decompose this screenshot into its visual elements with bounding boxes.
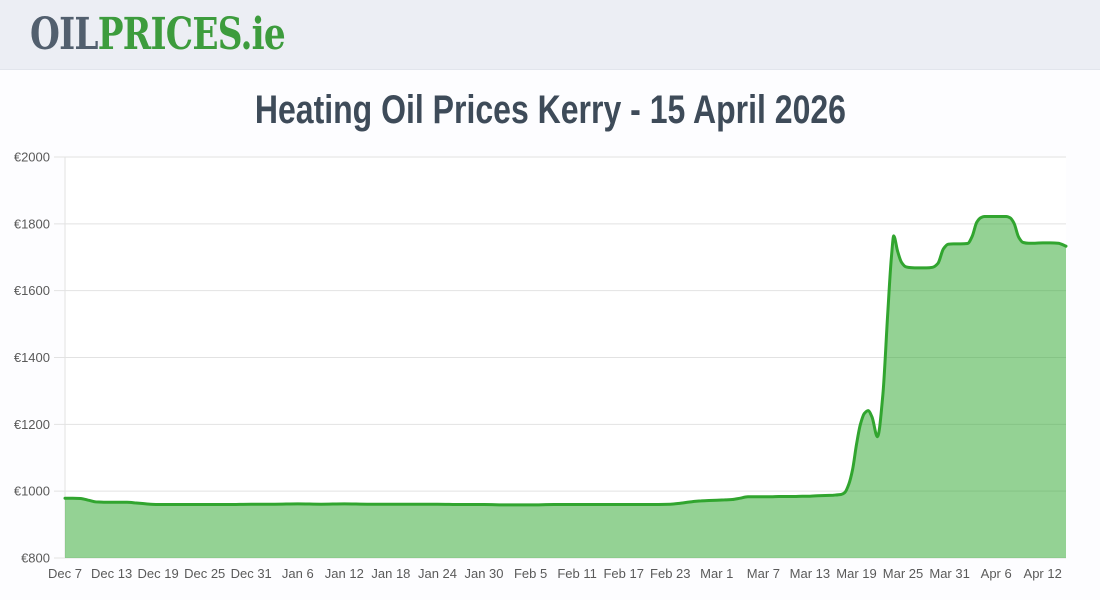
price-line: [63, 215, 1068, 507]
x-axis-label: Dec 7: [48, 566, 82, 581]
y-axis-label: €1400: [14, 350, 50, 365]
x-axis-label: Dec 31: [231, 566, 272, 581]
x-axis-label: Apr 6: [981, 566, 1012, 581]
y-axis-label: €1600: [14, 283, 50, 298]
logo-text-oil: OIL: [30, 8, 99, 60]
logo-text-prices: PRICES: [97, 8, 242, 60]
x-axis-label: Feb 11: [557, 566, 597, 581]
site-header: OILPRICES.ie: [0, 0, 1100, 70]
x-axis-label: Mar 25: [883, 566, 923, 581]
x-axis-label: Jan 6: [282, 566, 314, 581]
y-axis-label: €800: [21, 551, 50, 566]
page-title: Heating Oil Prices Kerry - 15 April 2026: [0, 86, 1100, 134]
x-axis-label: Mar 31: [929, 566, 969, 581]
x-axis-label: Dec 25: [184, 566, 225, 581]
site-logo[interactable]: OILPRICES.ie: [30, 12, 286, 57]
x-axis-label: Apr 12: [1024, 566, 1062, 581]
x-axis-label: Feb 17: [603, 566, 643, 581]
x-axis-label: Jan 18: [371, 566, 410, 581]
y-axis-label: €1800: [14, 216, 50, 231]
x-axis-label: Mar 1: [700, 566, 733, 581]
x-axis-label: Mar 7: [747, 566, 780, 581]
price-area-fill: [65, 216, 1066, 558]
x-axis-label: Jan 12: [325, 566, 364, 581]
x-axis-label: Jan 24: [418, 566, 457, 581]
page-title-text: Heating Oil Prices Kerry - 15 April 2026: [254, 88, 846, 132]
x-axis-label: Feb 5: [514, 566, 547, 581]
x-axis-label: Mar 13: [790, 566, 830, 581]
y-axis-label: €2000: [14, 150, 50, 165]
y-axis-label: €1200: [14, 417, 50, 432]
y-axis-label: €1000: [14, 484, 50, 499]
x-axis-label: Dec 19: [137, 566, 178, 581]
x-axis-label: Jan 30: [464, 566, 503, 581]
x-axis-label: Dec 13: [91, 566, 132, 581]
x-axis-label: Feb 23: [650, 566, 690, 581]
logo-text-ie: .ie: [240, 8, 285, 60]
x-axis-label: Mar 19: [836, 566, 876, 581]
